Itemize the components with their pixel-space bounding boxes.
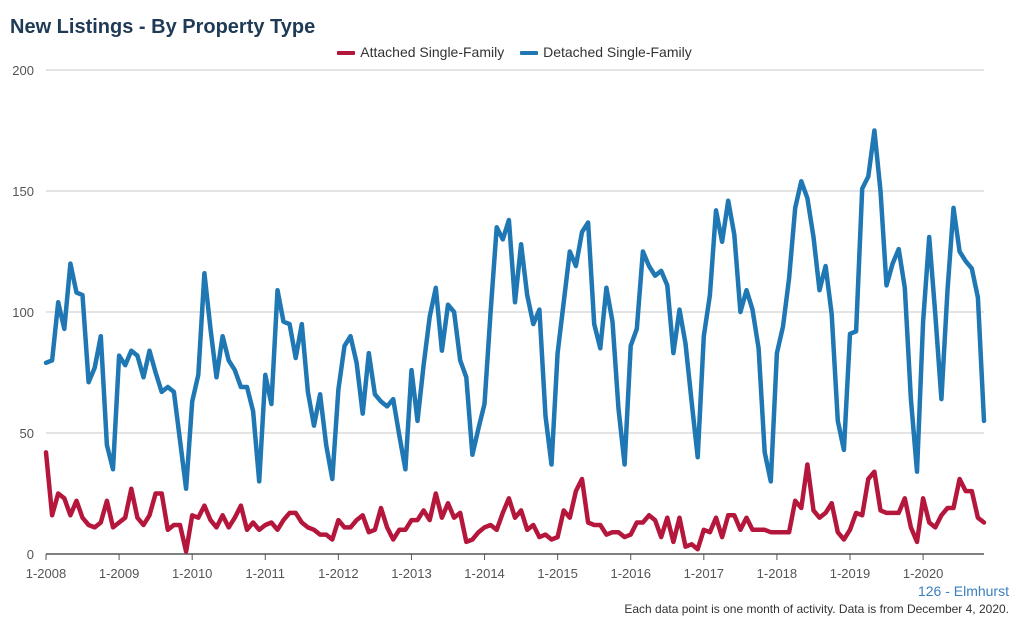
x-tick-label-0: 1-2008 bbox=[26, 566, 66, 580]
y-tick-label-2: 100 bbox=[12, 305, 34, 320]
footnote: Each data point is one month of activity… bbox=[624, 602, 1009, 616]
series-line-attached[interactable] bbox=[43, 450, 987, 554]
legend: Attached Single-Family Detached Single-F… bbox=[0, 44, 1029, 60]
x-tick-label-5: 1-2013 bbox=[391, 566, 431, 580]
legend-swatch-attached bbox=[337, 51, 356, 56]
x-tick-label-9: 1-2017 bbox=[684, 566, 724, 580]
x-tick-label-12: 1-2020 bbox=[903, 566, 943, 580]
x-tick-label-10: 1-2018 bbox=[757, 566, 797, 580]
legend-item-detached[interactable]: Detached Single-Family bbox=[520, 44, 692, 60]
legend-item-attached[interactable]: Attached Single-Family bbox=[337, 44, 504, 60]
x-tick-label-1: 1-2009 bbox=[99, 566, 139, 580]
y-tick-label-3: 150 bbox=[12, 184, 34, 199]
series-lines bbox=[43, 128, 987, 554]
series-line-detached[interactable] bbox=[43, 128, 987, 491]
x-tick-label-11: 1-2019 bbox=[830, 566, 870, 580]
y-axis-tick-labels: 0 50 100 150 200 bbox=[12, 63, 34, 562]
x-tick-label-6: 1-2014 bbox=[464, 566, 504, 580]
chart-title: New Listings - By Property Type bbox=[10, 16, 316, 38]
x-axis-tick-labels: 1-2008 1-2009 1-2010 1-2011 1-2012 1-2013 1-20… bbox=[26, 554, 943, 580]
x-tick-label-8: 1-2016 bbox=[610, 566, 650, 580]
legend-label-attached: Attached Single-Family bbox=[360, 44, 505, 60]
x-tick-label-7: 1-2015 bbox=[537, 566, 577, 580]
area-label: 126 - Elmhurst bbox=[917, 583, 1009, 599]
x-tick-label-4: 1-2012 bbox=[318, 566, 358, 580]
grid-lines bbox=[46, 69, 984, 434]
y-tick-label-0: 0 bbox=[27, 547, 34, 562]
y-tick-label-4: 200 bbox=[12, 63, 34, 78]
x-tick-label-3: 1-2011 bbox=[246, 566, 286, 580]
legend-label-detached: Detached Single-Family bbox=[543, 44, 692, 60]
x-tick-label-2: 1-2010 bbox=[172, 566, 212, 580]
legend-swatch-detached bbox=[520, 51, 539, 56]
y-tick-label-1: 50 bbox=[20, 426, 34, 441]
